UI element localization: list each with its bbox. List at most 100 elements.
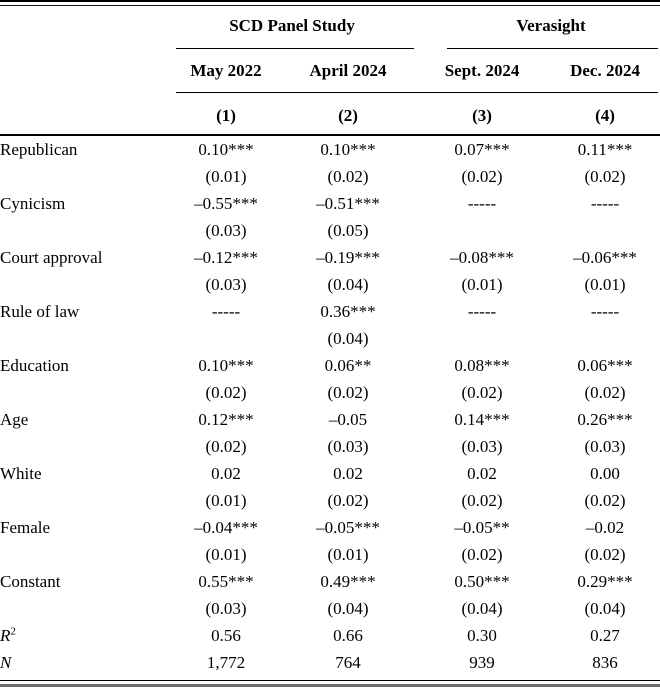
se-cell bbox=[170, 325, 282, 352]
coef-cell: ----- bbox=[467, 302, 497, 321]
stat-value: 1,772 bbox=[206, 653, 246, 672]
coef-cell: –0.05 bbox=[328, 410, 368, 429]
se-cell: (0.02) bbox=[461, 545, 503, 564]
wave-underline bbox=[176, 91, 659, 93]
wave-underline-row bbox=[0, 88, 660, 96]
row-label: Education bbox=[0, 356, 69, 375]
column-number-2: (2) bbox=[282, 96, 415, 136]
table-row: (0.02) (0.02) (0.02) (0.02) bbox=[0, 379, 660, 406]
table-row: (0.03) (0.04) (0.01) (0.01) bbox=[0, 271, 660, 298]
coef-cell: 0.26*** bbox=[577, 410, 633, 429]
coef-cell: 0.10*** bbox=[198, 140, 254, 159]
table-top-rule bbox=[0, 0, 660, 6]
row-label: Cynicism bbox=[0, 194, 66, 213]
coef-cell: 0.11*** bbox=[577, 140, 633, 159]
coef-cell: 0.10*** bbox=[320, 140, 376, 159]
stub-spacer bbox=[0, 52, 170, 88]
table-row: (0.02) (0.03) (0.03) (0.03) bbox=[0, 433, 660, 460]
coef-cell: 0.14*** bbox=[454, 410, 510, 429]
stub-spacer bbox=[0, 433, 170, 460]
coef-cell: –0.55*** bbox=[194, 194, 258, 213]
stub-spacer bbox=[0, 487, 170, 514]
wave-header-2: April 2024 bbox=[309, 60, 387, 80]
row-label: Republican bbox=[0, 140, 78, 159]
stat-row-r2: R2 0.56 0.66 0.30 0.27 bbox=[0, 622, 660, 649]
table-bottom-rule bbox=[0, 680, 660, 687]
wave-header-3: Sept. 2024 bbox=[444, 60, 520, 80]
table-row: Rule of law ----- 0.36*** ----- ----- bbox=[0, 298, 660, 325]
se-cell: (0.01) bbox=[205, 545, 247, 564]
coef-cell: –0.05** bbox=[454, 518, 510, 537]
stub-spacer bbox=[0, 271, 170, 298]
column-number-3: (3) bbox=[414, 96, 551, 136]
table-row: Court approval –0.12*** –0.19*** –0.08*** –0… bbox=[0, 244, 660, 271]
table-row: (0.01) (0.02) (0.02) (0.02) bbox=[0, 487, 660, 514]
se-cell: (0.03) bbox=[327, 437, 369, 456]
row-label: Female bbox=[0, 518, 51, 537]
stub-spacer bbox=[0, 325, 170, 352]
se-cell: (0.03) bbox=[205, 221, 247, 240]
se-cell: (0.02) bbox=[327, 491, 369, 510]
coef-cell: 0.55*** bbox=[198, 572, 254, 591]
stub-spacer bbox=[0, 6, 170, 44]
table-row: Republican 0.10*** 0.10*** 0.07*** 0.11*** bbox=[0, 135, 660, 163]
stub-spacer bbox=[0, 44, 170, 52]
se-cell: (0.02) bbox=[461, 491, 503, 510]
se-cell bbox=[550, 325, 660, 352]
se-cell: (0.01) bbox=[205, 491, 247, 510]
stub-spacer bbox=[0, 163, 170, 190]
se-cell: (0.04) bbox=[327, 275, 369, 294]
stat-value: 764 bbox=[335, 653, 361, 672]
coef-cell: 0.07*** bbox=[454, 140, 510, 159]
wave-header-row: May 2022 April 2024 Sept. 2024 Dec. 2024 bbox=[0, 52, 660, 88]
stub-spacer bbox=[0, 88, 170, 96]
coef-cell: –0.05*** bbox=[316, 518, 380, 537]
se-cell: (0.02) bbox=[327, 167, 369, 186]
stat-value: 0.56 bbox=[211, 626, 241, 645]
coef-cell: –0.08*** bbox=[450, 248, 514, 267]
se-cell: (0.02) bbox=[205, 383, 247, 402]
coef-cell: –0.12*** bbox=[194, 248, 258, 267]
column-number-1: (1) bbox=[170, 96, 282, 136]
coef-cell: 0.49*** bbox=[320, 572, 376, 591]
coef-cell: 0.02 bbox=[333, 464, 363, 483]
column-number-4: (4) bbox=[550, 96, 660, 136]
stub-spacer bbox=[0, 595, 170, 622]
table-row: Age 0.12*** –0.05 0.14*** 0.26*** bbox=[0, 406, 660, 433]
table-row: Female –0.04*** –0.05*** –0.05** –0.02 bbox=[0, 514, 660, 541]
table-row: White 0.02 0.02 0.02 0.00 bbox=[0, 460, 660, 487]
table-row: (0.01) (0.01) (0.02) (0.02) bbox=[0, 541, 660, 568]
coef-cell: ----- bbox=[590, 302, 620, 321]
coef-cell: –0.51*** bbox=[316, 194, 380, 213]
table-row: Constant 0.55*** 0.49*** 0.50*** 0.29*** bbox=[0, 568, 660, 595]
table-row: (0.03) (0.04) (0.04) (0.04) bbox=[0, 595, 660, 622]
se-cell: (0.04) bbox=[327, 599, 369, 618]
se-cell: (0.02) bbox=[205, 437, 247, 456]
se-cell: (0.02) bbox=[461, 383, 503, 402]
coef-cell: 0.00 bbox=[590, 464, 620, 483]
column-group-verasight: Verasight bbox=[516, 15, 586, 35]
group-underline-row bbox=[0, 44, 660, 52]
group-underline-scd bbox=[176, 47, 415, 49]
se-cell: (0.02) bbox=[584, 545, 626, 564]
coef-cell: –0.02 bbox=[585, 518, 625, 537]
stat-value: 836 bbox=[592, 653, 618, 672]
row-label: Age bbox=[0, 410, 29, 429]
stub-spacer bbox=[0, 379, 170, 406]
column-group-scd: SCD Panel Study bbox=[229, 15, 355, 35]
se-cell: (0.01) bbox=[327, 545, 369, 564]
se-cell: (0.02) bbox=[327, 383, 369, 402]
coef-cell: 0.36*** bbox=[320, 302, 376, 321]
coef-cell: 0.08*** bbox=[454, 356, 510, 375]
se-cell: (0.02) bbox=[584, 491, 626, 510]
table-stats: R2 0.56 0.66 0.30 0.27 N 1,772 764 939 8… bbox=[0, 622, 660, 676]
table-row: Education 0.10*** 0.06** 0.08*** 0.06*** bbox=[0, 352, 660, 379]
stub-spacer bbox=[0, 541, 170, 568]
stat-label-r2: R2 bbox=[0, 622, 170, 649]
se-cell: (0.01) bbox=[461, 275, 503, 294]
wave-header-4: Dec. 2024 bbox=[570, 60, 640, 80]
coef-cell: 0.29*** bbox=[577, 572, 633, 591]
se-cell bbox=[550, 217, 660, 244]
table-row: Cynicism –0.55*** –0.51*** ----- ----- bbox=[0, 190, 660, 217]
